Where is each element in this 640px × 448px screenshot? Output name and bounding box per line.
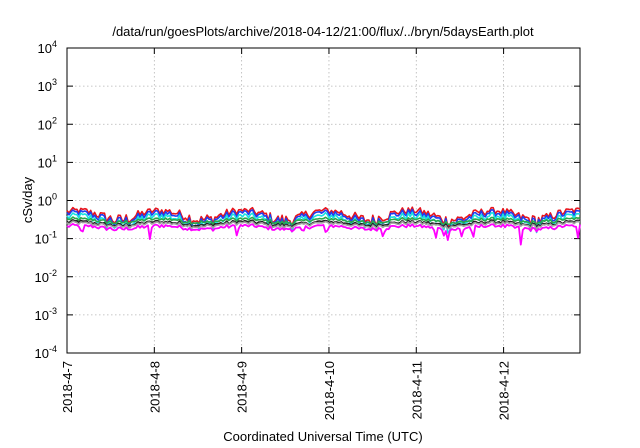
y-tick-label: 102 xyxy=(38,115,57,132)
y-tick-label: 10-3 xyxy=(35,306,57,323)
series-line xyxy=(66,216,581,226)
grid xyxy=(67,48,580,353)
x-tick-label: 2018-4-8 xyxy=(147,361,162,413)
series-group xyxy=(66,206,581,246)
x-tick-label: 2018-4-7 xyxy=(60,361,75,413)
x-tick-label: 2018-4-11 xyxy=(409,361,424,419)
x-axis-ticks: 2018-4-7 2018-4-8 2018-4-9 2018-4-10 2018-4-… xyxy=(60,48,512,420)
chart-title: /data/run/goesPlots/archive/2018-04-12/2… xyxy=(112,24,534,39)
x-tick-label: 2018-4-12 xyxy=(497,361,512,420)
y-tick-label: 10-1 xyxy=(35,230,57,247)
y-axis-label: cSv/day xyxy=(20,176,35,223)
x-tick-label: 2018-4-9 xyxy=(235,361,250,413)
y-tick-label: 104 xyxy=(38,39,57,56)
series-line xyxy=(66,222,581,246)
y-tick-label: 101 xyxy=(38,153,57,170)
x-axis-label: Coordinated Universal Time (UTC) xyxy=(223,429,422,444)
y-tick-label: 10-4 xyxy=(35,344,57,361)
y-tick-label: 10-2 xyxy=(35,268,57,285)
series-line xyxy=(66,211,580,234)
y-tick-label: 100 xyxy=(38,192,57,209)
series-line xyxy=(66,208,581,230)
y-axis-ticks: 10-4 10-3 10-2 10-1 100 101 102 103 104 xyxy=(35,39,580,361)
x-tick-label: 2018-4-10 xyxy=(322,361,337,420)
y-tick-label: 103 xyxy=(38,77,57,94)
series-line xyxy=(66,220,581,230)
